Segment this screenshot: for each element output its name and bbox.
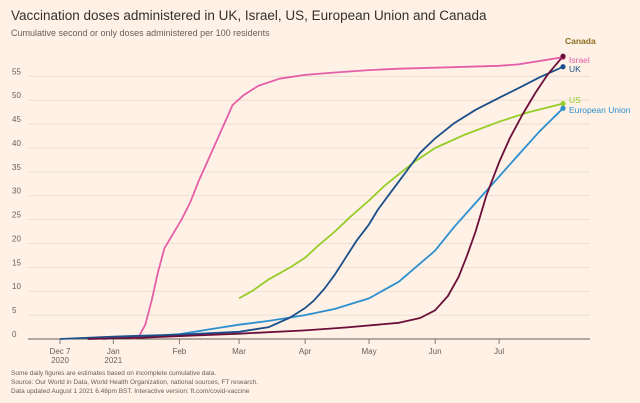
- end-dot-canada: [560, 53, 566, 59]
- line-israel: [132, 56, 564, 340]
- x-tick-sublabel: 2021: [104, 356, 122, 365]
- y-tick-label: 55: [12, 67, 21, 76]
- y-tick-label: 35: [12, 163, 21, 172]
- end-dot-uk: [560, 64, 566, 70]
- x-tick-label: Jun: [429, 347, 442, 356]
- grid-lines: [28, 75, 590, 340]
- y-tick-label: 0: [12, 330, 17, 339]
- series-label-european-union: European Union: [569, 105, 631, 115]
- y-tick-label: 40: [12, 139, 21, 148]
- footnote-estimates: Some daily figures are estimates based o…: [11, 370, 217, 377]
- y-tick-label: 15: [12, 258, 21, 267]
- end-dot-us: [560, 100, 566, 107]
- x-tick-sublabel: 2020: [51, 356, 69, 365]
- y-tick-label: 45: [12, 115, 21, 124]
- series-label-israel: Israel: [569, 55, 590, 65]
- line-uk: [59, 65, 564, 340]
- line-canada: [87, 55, 564, 340]
- x-tick-label: Jul: [494, 347, 504, 356]
- footnote-source: Source: Our World in Data, World Health …: [11, 379, 259, 386]
- line-european-union: [102, 107, 564, 340]
- end-dot-european-union: [560, 105, 566, 111]
- x-tick-label: Apr: [299, 347, 312, 356]
- y-tick-label: 50: [12, 91, 21, 100]
- y-tick-label: 5: [12, 306, 17, 315]
- y-axis: 0 5 10 15 20 25 30 35 40 45 50 55: [12, 67, 21, 339]
- x-tick-label: Mar: [232, 347, 246, 356]
- series-lines: [59, 55, 564, 340]
- chart-title: Vaccination doses administered in UK, Is…: [11, 8, 487, 23]
- y-tick-label: 20: [12, 234, 21, 243]
- series-label-us: US: [569, 95, 581, 105]
- x-tick-label: Feb: [172, 347, 186, 356]
- line-us: [238, 102, 564, 300]
- series-label-canada: Canada: [565, 36, 596, 46]
- x-tick-label: Dec 7: [50, 347, 71, 356]
- y-tick-label: 30: [12, 187, 21, 196]
- y-tick-label: 10: [12, 282, 21, 291]
- x-tick-label: Jan: [107, 347, 120, 356]
- y-tick-label: 25: [12, 211, 21, 220]
- footnote-updated: Data updated August 1 2021 6.48pm BST. I…: [11, 388, 250, 395]
- chart-subtitle: Cumulative second or only doses administ…: [11, 28, 270, 38]
- series-label-uk: UK: [569, 64, 581, 74]
- x-tick-label: May: [361, 347, 376, 356]
